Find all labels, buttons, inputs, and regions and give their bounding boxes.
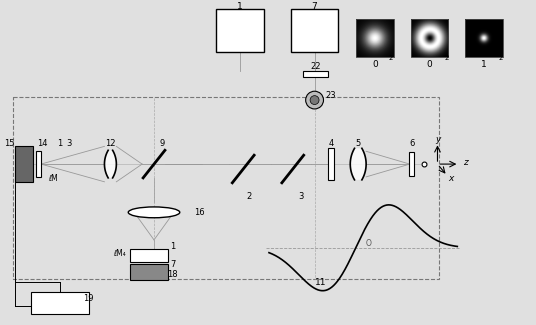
Bar (465, 19, 503, 57)
Text: 5: 5 (355, 139, 361, 148)
Bar (465, 19, 503, 57)
Text: 2: 2 (498, 55, 503, 61)
Text: 2: 2 (444, 55, 449, 61)
Text: 11: 11 (315, 278, 326, 287)
Text: 19: 19 (84, 294, 94, 304)
Text: y: y (435, 135, 440, 144)
Bar (329, 148, 334, 180)
Bar (217, 8, 264, 52)
Bar (36, 151, 41, 177)
Text: 1: 1 (481, 60, 487, 69)
Text: 23: 23 (325, 91, 336, 100)
Bar (411, 19, 449, 57)
Text: 3: 3 (298, 192, 303, 201)
Text: 2: 2 (247, 192, 252, 201)
Bar (409, 152, 414, 176)
Text: 12: 12 (105, 139, 116, 148)
Text: 14: 14 (37, 139, 47, 148)
Bar (411, 19, 449, 57)
Bar (303, 71, 329, 77)
Bar (291, 8, 338, 52)
Text: ℓM: ℓM (48, 174, 58, 183)
Text: 18: 18 (168, 270, 178, 279)
Bar (356, 19, 394, 57)
Bar (13, 97, 440, 279)
Text: 2: 2 (389, 55, 393, 61)
Text: 9: 9 (159, 139, 165, 148)
Bar (356, 19, 394, 57)
Text: 1: 1 (57, 139, 63, 148)
Text: 16: 16 (194, 208, 205, 217)
Polygon shape (350, 148, 366, 180)
Bar (130, 249, 168, 262)
Text: 3: 3 (66, 139, 71, 148)
Text: 1: 1 (170, 242, 175, 251)
Text: 6: 6 (409, 139, 414, 148)
Text: 7: 7 (312, 2, 317, 11)
Text: 15: 15 (4, 139, 14, 148)
Text: 0: 0 (372, 60, 378, 69)
Ellipse shape (128, 207, 180, 218)
Text: 7: 7 (170, 260, 175, 269)
Polygon shape (105, 150, 116, 178)
Text: O: O (365, 239, 371, 248)
Text: 1: 1 (237, 2, 243, 11)
Bar (15, 146, 33, 182)
Bar (31, 292, 88, 314)
Bar (130, 264, 168, 280)
Text: 0: 0 (427, 60, 433, 69)
Circle shape (310, 96, 319, 105)
Text: ℓM₄: ℓM₄ (113, 249, 126, 258)
Text: x: x (449, 174, 454, 183)
Text: 22: 22 (310, 62, 321, 71)
Text: z: z (463, 158, 467, 167)
Text: 4: 4 (329, 139, 334, 148)
Circle shape (306, 91, 324, 109)
